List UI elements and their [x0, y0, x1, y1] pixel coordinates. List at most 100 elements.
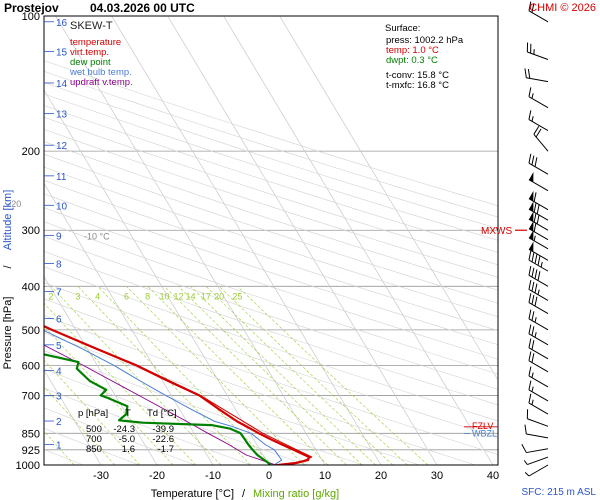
isotherm-line	[44, 275, 158, 465]
wind-barb-shaft	[528, 119, 549, 132]
dry-adiabat	[44, 193, 498, 346]
table-cell: 500	[86, 424, 102, 435]
wind-barb-shaft	[528, 248, 549, 261]
wind-barb	[528, 190, 549, 211]
isotherm-line	[279, 16, 498, 381]
wind-barb	[528, 293, 549, 315]
mixing-ratio-label: 10	[159, 291, 169, 301]
surface-dewpoint: dwpt: 0.3 °C	[386, 55, 438, 66]
dry-adiabat	[44, 427, 141, 465]
mixing-ratio-line	[237, 286, 429, 465]
pressure-tick-label: 600	[22, 360, 40, 372]
isotherm-label: -10 °C	[84, 232, 110, 242]
x-axis-separator: /	[242, 488, 246, 500]
dry-adiabat	[44, 153, 498, 304]
wind-barb	[521, 443, 549, 454]
wind-barb-full	[527, 68, 531, 79]
wind-barb	[528, 230, 549, 250]
wind-barb	[528, 280, 549, 301]
wind-barb-full	[528, 153, 532, 164]
wind-barb	[528, 211, 549, 231]
wind-barb-full	[535, 128, 542, 138]
wind-barb-full	[537, 271, 541, 281]
mixing-ratio-label: 12	[174, 291, 184, 301]
wind-barb	[528, 1, 549, 23]
table-cell: -24.3	[113, 424, 135, 435]
wind-barb-full	[524, 424, 527, 435]
dry-adiabat	[44, 282, 498, 438]
altitude-tick-label: 9	[56, 231, 62, 242]
y-axis-title: Pressure [hPa]	[2, 297, 14, 370]
wind-barb-shaft	[528, 96, 549, 109]
wind-barb	[528, 250, 549, 272]
wind-barb-shaft	[528, 389, 549, 402]
wind-barb-shaft	[528, 237, 549, 250]
temperature-tick-label: 30	[431, 470, 443, 482]
wind-barb-shaft	[528, 302, 549, 315]
altitude-tick-label: 7	[56, 288, 62, 299]
copyright-label: CHMI © 2026	[529, 2, 596, 14]
pressure-tick-label: 200	[22, 146, 40, 158]
wind-barbs-layer	[521, 1, 549, 477]
y-axis-separator: /	[2, 265, 14, 269]
wind-barb-shaft	[526, 77, 549, 83]
mixing-ratio-label: 3	[75, 291, 80, 301]
pressure-tick-label: 500	[22, 325, 40, 337]
wind-barb-shaft	[533, 133, 549, 152]
dry-adiabat	[44, 387, 253, 465]
mixing-ratio-label: 2	[49, 291, 54, 301]
altitude-tick-label: 4	[56, 367, 62, 378]
dry-adiabat	[44, 166, 498, 318]
pressure-tick-label: 850	[22, 428, 40, 440]
dry-adiabat	[44, 116, 498, 266]
wind-barb-shaft	[527, 418, 549, 427]
dry-adiabat	[44, 407, 197, 465]
wind-barb-full	[528, 351, 532, 361]
pressure-tick-label: 300	[22, 225, 40, 237]
surface-temp: temp: 1.0 °C	[386, 45, 439, 56]
altitude-tick-label: 6	[56, 315, 62, 326]
wind-barb-full	[528, 1, 532, 11]
altitude-tick-label: 5	[56, 341, 62, 352]
wind-barb-shaft	[528, 218, 549, 231]
wind-barb	[526, 409, 549, 427]
mixing-ratio-label: 17	[201, 291, 211, 301]
surface-tmxfc: t-mxfc: 16.8 °C	[386, 80, 449, 91]
dry-adiabat	[44, 128, 498, 278]
mixing-ratio-label: 14	[186, 291, 196, 301]
wind-barb-half	[534, 317, 537, 323]
wind-barb-shaft	[528, 288, 549, 301]
pressure-tick-label: 700	[22, 390, 40, 402]
isotherm-line	[167, 16, 438, 465]
mixing-ratio-line	[205, 286, 394, 465]
temperature-line	[44, 324, 311, 465]
wind-barb-half	[531, 93, 534, 99]
chart-title: SKEW-T	[70, 20, 113, 32]
surface-pressure: press: 1002.2 hPa	[386, 35, 464, 46]
wind-barb-full	[528, 265, 532, 276]
wind-barb	[526, 42, 549, 60]
wind-barb-full	[528, 366, 532, 377]
mixing-ratio-label: 8	[145, 291, 150, 301]
table-header-td: Td [°C]	[147, 408, 177, 419]
wind-barb	[533, 125, 549, 152]
wind-barb-full	[536, 214, 540, 225]
dry-adiabat	[44, 105, 498, 253]
wind-barb	[528, 380, 549, 402]
wind-barb	[528, 366, 549, 388]
wind-barb-full	[533, 202, 537, 213]
wind-barb-shaft	[528, 208, 549, 221]
station-name: Prostejov	[4, 1, 59, 15]
wind-barb	[528, 351, 549, 373]
legend-temperature: temperature	[70, 37, 121, 48]
wind-barb-full	[521, 443, 527, 453]
wind-barb-full	[534, 157, 538, 167]
frame-layer	[43, 15, 499, 466]
temperature-tick-label: -30	[93, 470, 109, 482]
wind-barb-half	[540, 261, 543, 268]
series-layer	[44, 324, 313, 465]
wind-barb-full	[531, 326, 535, 336]
